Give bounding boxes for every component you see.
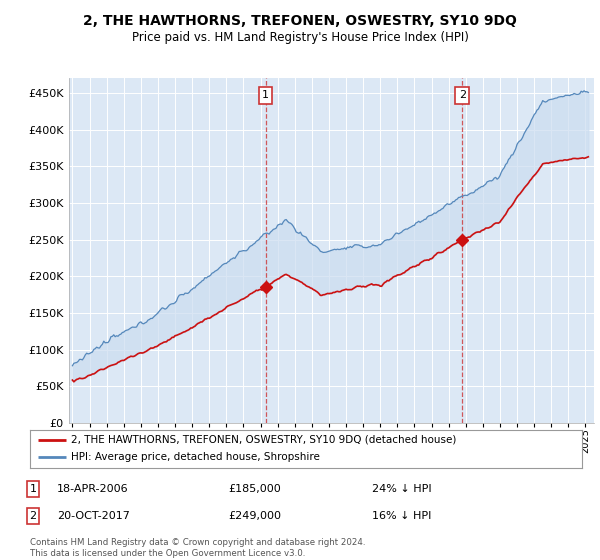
- Text: 1: 1: [29, 484, 37, 494]
- Text: 2: 2: [29, 511, 37, 521]
- Text: 2, THE HAWTHORNS, TREFONEN, OSWESTRY, SY10 9DQ (detached house): 2, THE HAWTHORNS, TREFONEN, OSWESTRY, SY…: [71, 435, 457, 445]
- Text: £185,000: £185,000: [228, 484, 281, 494]
- Text: Price paid vs. HM Land Registry's House Price Index (HPI): Price paid vs. HM Land Registry's House …: [131, 31, 469, 44]
- Text: 20-OCT-2017: 20-OCT-2017: [57, 511, 130, 521]
- Text: 2: 2: [459, 90, 466, 100]
- Text: 2, THE HAWTHORNS, TREFONEN, OSWESTRY, SY10 9DQ: 2, THE HAWTHORNS, TREFONEN, OSWESTRY, SY…: [83, 14, 517, 28]
- Text: Contains HM Land Registry data © Crown copyright and database right 2024.
This d: Contains HM Land Registry data © Crown c…: [30, 538, 365, 558]
- Text: HPI: Average price, detached house, Shropshire: HPI: Average price, detached house, Shro…: [71, 452, 320, 463]
- Text: 24% ↓ HPI: 24% ↓ HPI: [372, 484, 431, 494]
- Text: 1: 1: [262, 90, 269, 100]
- Text: £249,000: £249,000: [228, 511, 281, 521]
- Text: 16% ↓ HPI: 16% ↓ HPI: [372, 511, 431, 521]
- Text: 18-APR-2006: 18-APR-2006: [57, 484, 128, 494]
